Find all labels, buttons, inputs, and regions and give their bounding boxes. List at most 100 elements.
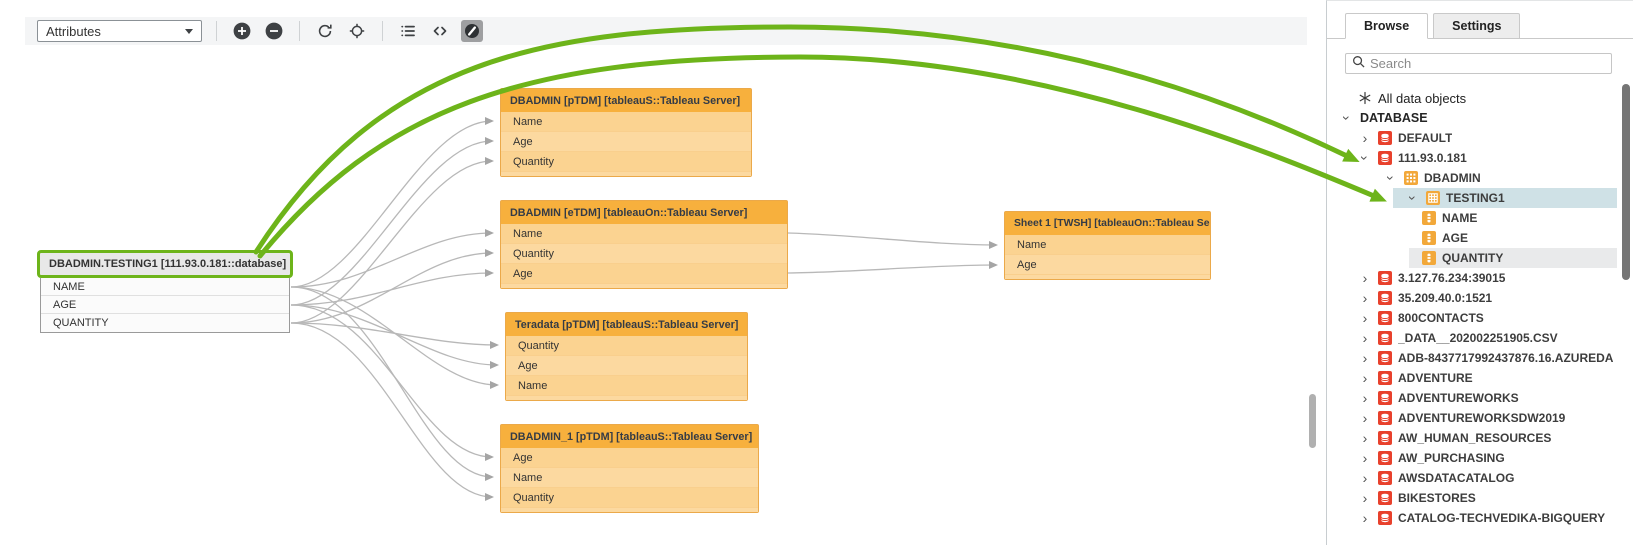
tree-item[interactable]: › AW_HUMAN_RESOURCES	[1327, 428, 1633, 448]
node-title[interactable]: DBADMIN [eTDM] [tableauOn::Tableau Serve…	[501, 201, 787, 224]
chevron-icon[interactable]: ›	[1383, 175, 1399, 181]
chevron-icon[interactable]: ›	[1405, 195, 1421, 201]
chevron-icon[interactable]: ›	[1362, 430, 1368, 446]
chevron-icon[interactable]: ›	[1362, 350, 1368, 366]
tree-item[interactable]: › ADVENTURE	[1327, 368, 1633, 388]
tree-item[interactable]: › ADVENTUREWORKS	[1327, 388, 1633, 408]
node-field[interactable]: Name	[1005, 235, 1210, 255]
node-title[interactable]: DBADMIN_1 [pTDM] [tableauS::Tableau Serv…	[501, 425, 758, 448]
zoom-in-button[interactable]	[231, 20, 253, 42]
tree-item[interactable]: › ADVENTUREWORKSDW2019	[1327, 408, 1633, 428]
zoom-out-button[interactable]	[263, 20, 285, 42]
tree-item[interactable]: › DEFAULT	[1327, 128, 1633, 148]
lineage-node-source[interactable]: DBADMIN.TESTING1 [111.93.0.181::database…	[37, 250, 293, 333]
chevron-icon[interactable]: ›	[1362, 370, 1368, 386]
refresh-icon	[317, 23, 333, 39]
tree-item[interactable]: › 800CONTACTS	[1327, 308, 1633, 328]
node-field[interactable]: Quantity	[501, 152, 751, 172]
database-icon	[1378, 331, 1392, 345]
tree-item[interactable]: › AWSDATACATALOG	[1327, 468, 1633, 488]
tree-item-label: All data objects	[1378, 90, 1467, 106]
node-field[interactable]: Age	[501, 264, 787, 284]
caret-down-icon	[185, 28, 193, 34]
node-field[interactable]: Quantity	[501, 488, 758, 508]
tree-item-label: DATABASE	[1360, 111, 1428, 125]
tree-item[interactable]: › 3.127.76.234:39015	[1327, 268, 1633, 288]
chevron-icon[interactable]: ›	[1357, 155, 1373, 161]
database-icon	[1378, 291, 1392, 305]
tab-browse[interactable]: Browse	[1345, 13, 1429, 39]
database-icon	[1378, 451, 1392, 465]
tree-item[interactable]: › DATABASE	[1327, 108, 1633, 128]
toolbar-divider	[299, 21, 300, 41]
list-icon	[400, 23, 416, 39]
lineage-node-dbadmin-etdm[interactable]: DBADMIN [eTDM] [tableauOn::Tableau Serve…	[500, 200, 788, 289]
tree-item[interactable]: › ADB-8437717992437876.16.AZUREDA	[1327, 348, 1633, 368]
chevron-icon[interactable]: ›	[1362, 270, 1368, 286]
tree-item-label: AW_HUMAN_RESOURCES	[1398, 431, 1552, 445]
lineage-canvas[interactable]: Attributes DBADMIN.TESTING1 [111.93.0.18…	[0, 0, 1326, 545]
chevron-icon[interactable]: ›	[1362, 490, 1368, 506]
center-view-button[interactable]	[346, 20, 368, 42]
lineage-node-dbadmin-ptdm[interactable]: DBADMIN [pTDM] [tableauS::Tableau Server…	[500, 88, 752, 177]
node-field[interactable]: Age	[506, 356, 747, 376]
list-view-button[interactable]	[397, 20, 419, 42]
node-field[interactable]: Name	[501, 468, 758, 488]
lineage-node-teradata[interactable]: Teradata [pTDM] [tableauS::Tableau Serve…	[505, 312, 748, 401]
lineage-node-dbadmin-1[interactable]: DBADMIN_1 [pTDM] [tableauS::Tableau Serv…	[500, 424, 759, 513]
search-input[interactable]	[1370, 56, 1605, 71]
tree-item-label: NAME	[1442, 211, 1478, 225]
tree-item[interactable]: › CATALOG-TECHVEDIKA-BIGQUERY	[1327, 508, 1633, 528]
toolbar-divider	[382, 21, 383, 41]
tree-item[interactable]: › TESTING1	[1327, 188, 1633, 208]
panel-scrollbar[interactable]	[1622, 84, 1630, 280]
tab-settings[interactable]: Settings	[1433, 13, 1521, 39]
node-field[interactable]: Quantity	[506, 336, 747, 356]
canvas-scrollbar[interactable]	[1309, 394, 1316, 448]
tree-item[interactable]: › DBADMIN	[1327, 168, 1633, 188]
chevron-icon[interactable]: ›	[1362, 290, 1368, 306]
node-field[interactable]: Name	[501, 112, 751, 132]
tree-item-label: 35.209.40.0:1521	[1398, 291, 1493, 305]
node-field[interactable]: Name	[501, 224, 787, 244]
lineage-node-sheet1[interactable]: Sheet 1 [TWSH] [tableauOn::Tableau Serve…	[1004, 211, 1211, 280]
chevron-icon[interactable]: ›	[1362, 310, 1368, 326]
node-field[interactable]: Age	[1005, 255, 1210, 275]
attributes-dropdown[interactable]: Attributes	[37, 20, 202, 42]
node-title[interactable]: Teradata [pTDM] [tableauS::Tableau Serve…	[506, 313, 747, 336]
chevron-icon[interactable]: ›	[1339, 115, 1355, 121]
tree-item[interactable]: › BIKESTORES	[1327, 488, 1633, 508]
highlight-toggle-button[interactable]	[461, 20, 483, 42]
database-icon	[1378, 411, 1392, 425]
tree-item[interactable]: NAME	[1327, 208, 1633, 228]
node-field[interactable]: Age	[501, 132, 751, 152]
tree-item[interactable]: QUANTITY	[1327, 248, 1633, 268]
chevron-icon[interactable]: ›	[1362, 510, 1368, 526]
refresh-button[interactable]	[314, 20, 336, 42]
tree-item[interactable]: › _DATA__202002251905.CSV	[1327, 328, 1633, 348]
tree-item[interactable]: AGE	[1327, 228, 1633, 248]
tree-item[interactable]: › 35.209.40.0:1521	[1327, 288, 1633, 308]
chevron-icon[interactable]: ›	[1362, 130, 1368, 146]
object-tree: All data objects › DATABASE › DEFAULT › …	[1327, 88, 1633, 545]
database-icon	[1378, 131, 1392, 145]
chevron-icon[interactable]: ›	[1362, 390, 1368, 406]
tree-item[interactable]: All data objects	[1327, 88, 1633, 108]
chevron-icon[interactable]: ›	[1362, 470, 1368, 486]
tree-item-label: ADB-8437717992437876.16.AZUREDA	[1398, 351, 1614, 365]
node-field[interactable]: QUANTITY	[53, 317, 109, 329]
chevron-icon[interactable]: ›	[1362, 330, 1368, 346]
chevron-icon[interactable]: ›	[1362, 410, 1368, 426]
tree-item[interactable]: › 111.93.0.181	[1327, 148, 1633, 168]
node-title[interactable]: Sheet 1 [TWSH] [tableauOn::Tableau Serve…	[1005, 212, 1210, 235]
tree-item[interactable]: › AW_PURCHASING	[1327, 448, 1633, 468]
node-field[interactable]: AGE	[41, 296, 289, 314]
chevron-icon[interactable]: ›	[1362, 450, 1368, 466]
node-field[interactable]: Quantity	[501, 244, 787, 264]
code-view-button[interactable]	[429, 20, 451, 42]
node-field[interactable]: NAME	[41, 278, 289, 296]
node-field[interactable]: Age	[501, 448, 758, 468]
node-title[interactable]: DBADMIN.TESTING1 [111.93.0.181::database…	[37, 250, 293, 278]
node-title[interactable]: DBADMIN [pTDM] [tableauS::Tableau Server…	[501, 89, 751, 112]
node-field[interactable]: Name	[506, 376, 747, 396]
